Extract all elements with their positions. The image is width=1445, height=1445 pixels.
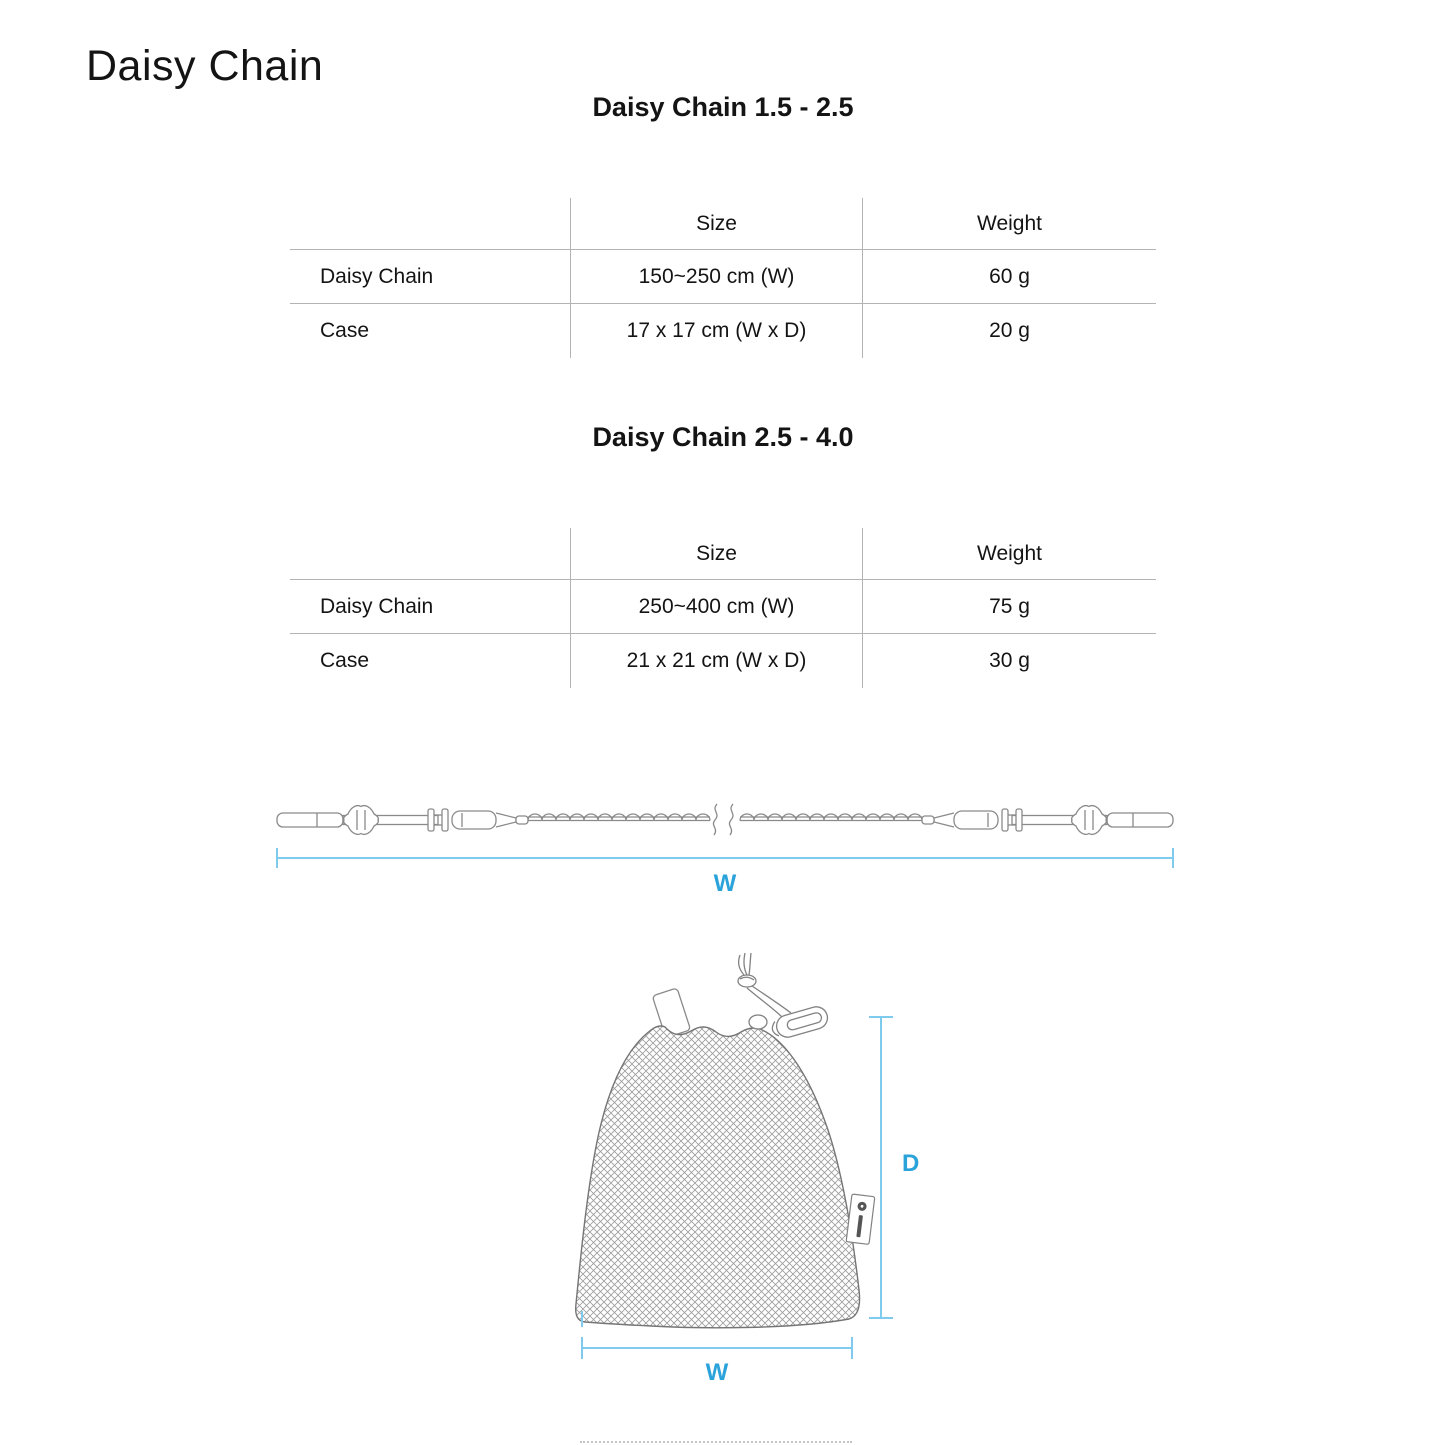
row-label-cell: Case bbox=[320, 319, 370, 342]
table-corner-cell bbox=[290, 198, 570, 250]
weight-cell: 20 g bbox=[862, 304, 1156, 358]
brand-tag bbox=[845, 1193, 876, 1245]
row-label-cell: Daisy Chain bbox=[290, 250, 570, 304]
spec-table-1: Size Weight Daisy Chain 150~250 cm (W) 6… bbox=[290, 198, 1156, 358]
case-strap-tab bbox=[652, 988, 691, 1038]
page-title: Daisy Chain bbox=[86, 42, 324, 90]
size-cell: 150~250 cm (W) bbox=[570, 250, 862, 304]
table-corner-cell bbox=[290, 528, 570, 580]
size-cell: 17 x 17 cm (W x D) bbox=[570, 304, 862, 358]
chain-right-half bbox=[739, 804, 1174, 836]
cropped-next-diagram-edge bbox=[580, 1441, 852, 1443]
spec-table-2: Size Weight Daisy Chain 250~400 cm (W) 7… bbox=[290, 528, 1156, 688]
case-depth-dimension: D bbox=[869, 1016, 919, 1319]
weight-cell: 60 g bbox=[862, 250, 1156, 304]
weight-cell: 30 g bbox=[862, 634, 1156, 688]
depth-dimension-label: D bbox=[902, 1150, 919, 1177]
column-header-weight: Weight bbox=[862, 198, 1156, 250]
case-bag-drawing: D W bbox=[575, 952, 919, 1386]
daisy-chain-strap-drawing: W bbox=[276, 803, 1174, 897]
width-dimension-label: W bbox=[706, 1359, 729, 1386]
chain-left-half bbox=[276, 804, 711, 836]
column-header-size: Size bbox=[570, 198, 862, 250]
cord-end-bead bbox=[748, 1014, 768, 1030]
column-header-weight: Weight bbox=[862, 528, 1156, 580]
section-heading-daisy-chain-2-5-4-0: Daisy Chain 2.5 - 4.0 bbox=[592, 422, 854, 452]
weight-cell: 75 g bbox=[862, 580, 1156, 634]
row-label-cell: Case bbox=[320, 649, 370, 672]
section-heading-daisy-chain-1-5-2-5: Daisy Chain 1.5 - 2.5 bbox=[592, 92, 854, 122]
strap-width-dimension: W bbox=[276, 848, 1174, 897]
case-width-dimension: W bbox=[581, 1311, 853, 1386]
row-label-cell: Daisy Chain bbox=[290, 580, 570, 634]
cord-lock-toggle bbox=[771, 1006, 829, 1038]
drawstring-cord bbox=[737, 952, 829, 1038]
size-cell: 21 x 21 cm (W x D) bbox=[570, 634, 862, 688]
mesh-bag-body bbox=[575, 1025, 861, 1329]
break-mark bbox=[712, 803, 734, 836]
width-dimension-label: W bbox=[714, 870, 737, 897]
column-header-size: Size bbox=[570, 528, 862, 580]
size-cell: 250~400 cm (W) bbox=[570, 580, 862, 634]
